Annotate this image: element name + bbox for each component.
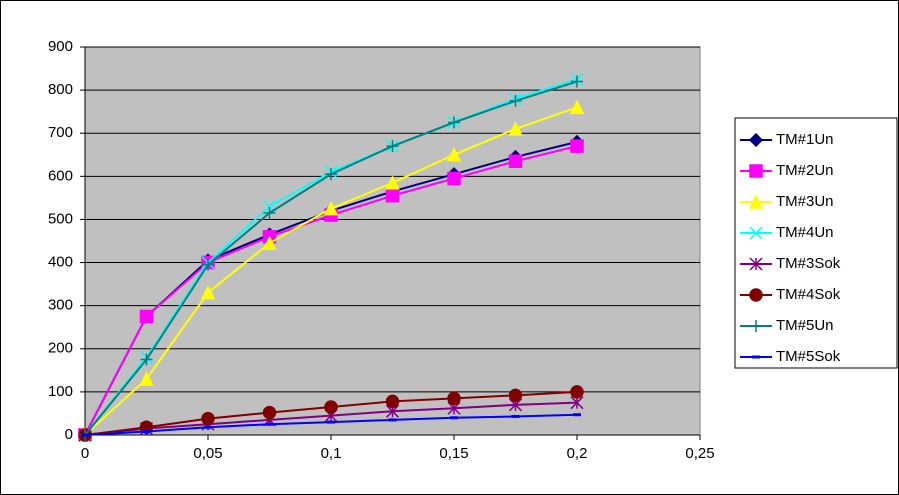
x-tick-label: 0,25 [685,445,714,462]
marker [325,401,337,413]
legend-label: TM#5Sok [776,348,841,365]
legend-label: TM#4Un [776,224,834,241]
y-tick-label: 700 [48,124,73,141]
marker [448,172,460,184]
y-tick-label: 0 [65,426,73,443]
legend-label: TM#2Un [776,162,834,179]
x-tick-label: 0 [81,445,89,462]
marker [264,407,276,419]
marker [510,155,522,167]
y-tick-label: 900 [48,38,73,55]
marker [202,413,214,425]
marker [387,190,399,202]
x-tick-label: 0,1 [321,445,342,462]
y-tick-label: 200 [48,340,73,357]
marker [750,165,762,177]
y-tick-label: 400 [48,254,73,271]
legend-label: TM#3Un [776,193,834,210]
marker [448,392,460,404]
legend-label: TM#4Sok [776,286,841,303]
y-tick-label: 100 [48,383,73,400]
chart: 0 100 200 300 400 500 600 700 800 900 0 0,05 0,1 0,15… [0,0,899,495]
plot-area [85,47,700,435]
marker [571,386,583,398]
marker [141,310,153,322]
marker [510,389,522,401]
legend-label: TM#3Sok [776,255,841,272]
marker [387,395,399,407]
y-tick-label: 300 [48,297,73,314]
legend-label: TM#1Un [776,131,834,148]
marker [750,289,762,301]
y-tick-label: 600 [48,167,73,184]
legend-label: TM#5Un [776,317,834,334]
x-tick-label: 0,2 [567,445,588,462]
x-tick-label: 0,05 [193,445,222,462]
y-tick-label: 800 [48,81,73,98]
marker [571,140,583,152]
x-tick-label: 0,15 [439,445,468,462]
y-tick-label: 500 [48,210,73,227]
